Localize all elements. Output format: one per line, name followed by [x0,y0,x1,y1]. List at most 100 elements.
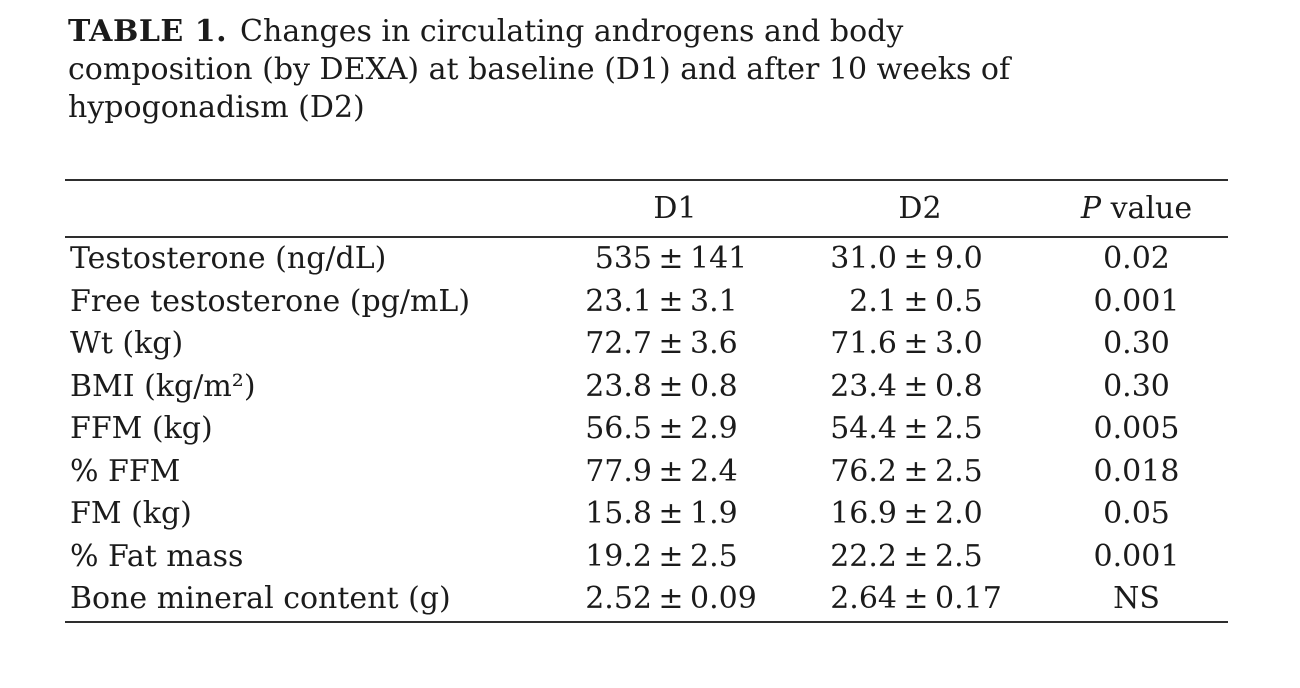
plus-minus-sign: ± [903,411,929,446]
mean-value: 535 [594,241,652,276]
plus-minus-value: 23.8 ±0.8 [572,366,778,409]
sd-value: 2.5 [690,538,738,574]
cell-p-value: 0.001 [1093,283,1180,319]
cell-d1: 72.7 ±3.6 [555,323,795,366]
data-table: D1 D2 P value Testosterone (ng/dL) 535 ±14… [65,179,1228,623]
cell-d1: 23.8 ±0.8 [555,366,795,409]
caption-line-1: TABLE 1. Changes in circulating androgens… [68,13,1188,51]
cell-d2: 54.4 ±2.5 [795,408,1045,451]
cell-d1: 19.2 ±2.5 [555,536,795,579]
cell-p-value: 0.05 [1103,496,1170,531]
cell-d1: 23.1 ±3.1 [555,281,795,324]
plus-minus-value: 535 ±141 [572,238,778,281]
plus-minus-sign: ± [903,581,929,616]
row-label: Free testosterone (pg/mL) [70,283,471,319]
plus-minus-sign: ± [903,241,929,276]
table-row: Free testosterone (pg/mL) 23.1 ±3.1 2.1 ±0.5… [65,281,1228,324]
header-empty [65,180,555,238]
sd-value: 2.0 [935,496,983,531]
mean-value: 23.4 [830,368,897,404]
row-label: % FFM [70,453,181,489]
table-row: BMI (kg/m²) 23.8 ±0.8 23.4 ±0.8 0.30 [65,366,1228,409]
cell-d2: 2.1 ±0.5 [795,281,1045,324]
caption-line-3: hypogonadism (D2) [68,90,365,125]
sd-value: 141 [690,241,748,276]
cell-d2: 16.9 ±2.0 [795,493,1045,536]
row-label: % Fat mass [70,538,244,574]
sd-value: 2.5 [935,411,983,446]
mean-value: 23.1 [585,283,652,319]
sd-value: 3.0 [935,326,983,361]
sd-value: 3.6 [690,326,738,361]
cell-p-value: 0.018 [1093,453,1180,489]
cell-d2: 2.64 ±0.17 [795,578,1045,622]
plus-minus-sign: ± [903,496,929,531]
mean-value: 19.2 [585,538,652,574]
mean-value: 72.7 [585,326,652,361]
table-row: % FFM 77.9 ±2.4 76.2 ±2.5 0.018 [65,451,1228,494]
plus-minus-sign: ± [903,283,929,319]
mean-value: 76.2 [830,453,897,489]
sd-value: 0.8 [690,368,738,404]
plus-minus-sign: ± [658,241,684,276]
cell-d2: 22.2 ±2.5 [795,536,1045,579]
cell-d1: 2.52 ±0.09 [555,578,795,622]
mean-value: 23.8 [585,368,652,404]
header-row: D1 D2 P value [65,180,1228,238]
mean-value: 16.9 [830,496,897,531]
sd-value: 2.9 [690,411,738,446]
plus-minus-value: 31.0 ±9.0 [817,238,1023,281]
plus-minus-value: 19.2 ±2.5 [572,536,778,579]
header-p-value: P value [1045,180,1228,238]
plus-minus-value: 15.8 ±1.9 [572,493,778,536]
plus-minus-sign: ± [658,411,684,446]
table-row: Bone mineral content (g) 2.52 ±0.09 2.64 ±0.… [65,578,1228,622]
plus-minus-value: 2.64 ±0.17 [817,578,1023,621]
row-label: BMI (kg/m²) [70,368,256,404]
plus-minus-value: 77.9 ±2.4 [572,451,778,494]
plus-minus-value: 54.4 ±2.5 [817,408,1023,451]
row-label: FFM (kg) [70,411,213,446]
cell-p-value: NS [1113,581,1160,616]
plus-minus-sign: ± [903,453,929,489]
caption-line-2: composition (by DEXA) at baseline (D1) a… [68,52,1011,87]
sd-value: 2.5 [935,453,983,489]
plus-minus-value: 16.9 ±2.0 [817,493,1023,536]
table-row: FFM (kg) 56.5 ±2.9 54.4 ±2.5 0.005 [65,408,1228,451]
sd-value: 0.17 [935,581,1002,616]
mean-value: 56.5 [585,411,652,446]
cell-d1: 56.5 ±2.9 [555,408,795,451]
mean-value: 71.6 [830,326,897,361]
mean-value: 2.52 [585,581,652,616]
cell-d2: 76.2 ±2.5 [795,451,1045,494]
mean-value: 2.1 [849,283,897,319]
caption-label: TABLE 1. [68,14,228,49]
table-caption: TABLE 1. Changes in circulating androgens… [68,13,1188,127]
sd-value: 3.1 [690,283,738,319]
table-row: FM (kg) 15.8 ±1.9 16.9 ±2.0 0.05 [65,493,1228,536]
cell-d1: 77.9 ±2.4 [555,451,795,494]
cell-p-value: 0.001 [1093,538,1180,574]
header-d1: D1 [555,180,795,238]
header-p-symbol: P [1080,191,1102,226]
plus-minus-sign: ± [658,326,684,361]
plus-minus-value: 72.7 ±3.6 [572,323,778,366]
plus-minus-sign: ± [903,538,929,574]
sd-value: 0.8 [935,368,983,404]
mean-value: 15.8 [585,496,652,531]
mean-value: 31.0 [830,241,897,276]
cell-d1: 15.8 ±1.9 [555,493,795,536]
sd-value: 9.0 [935,241,983,276]
plus-minus-sign: ± [658,538,684,574]
plus-minus-sign: ± [903,368,929,404]
plus-minus-value: 23.1 ±3.1 [572,281,778,324]
table-row: % Fat mass 19.2 ±2.5 22.2 ±2.5 0.001 [65,536,1228,579]
plus-minus-value: 56.5 ±2.9 [572,408,778,451]
plus-minus-sign: ± [658,496,684,531]
plus-minus-value: 23.4 ±0.8 [817,366,1023,409]
sd-value: 0.5 [935,283,983,319]
plus-minus-value: 22.2 ±2.5 [817,536,1023,579]
sd-value: 2.4 [690,453,738,489]
plus-minus-sign: ± [658,283,684,319]
